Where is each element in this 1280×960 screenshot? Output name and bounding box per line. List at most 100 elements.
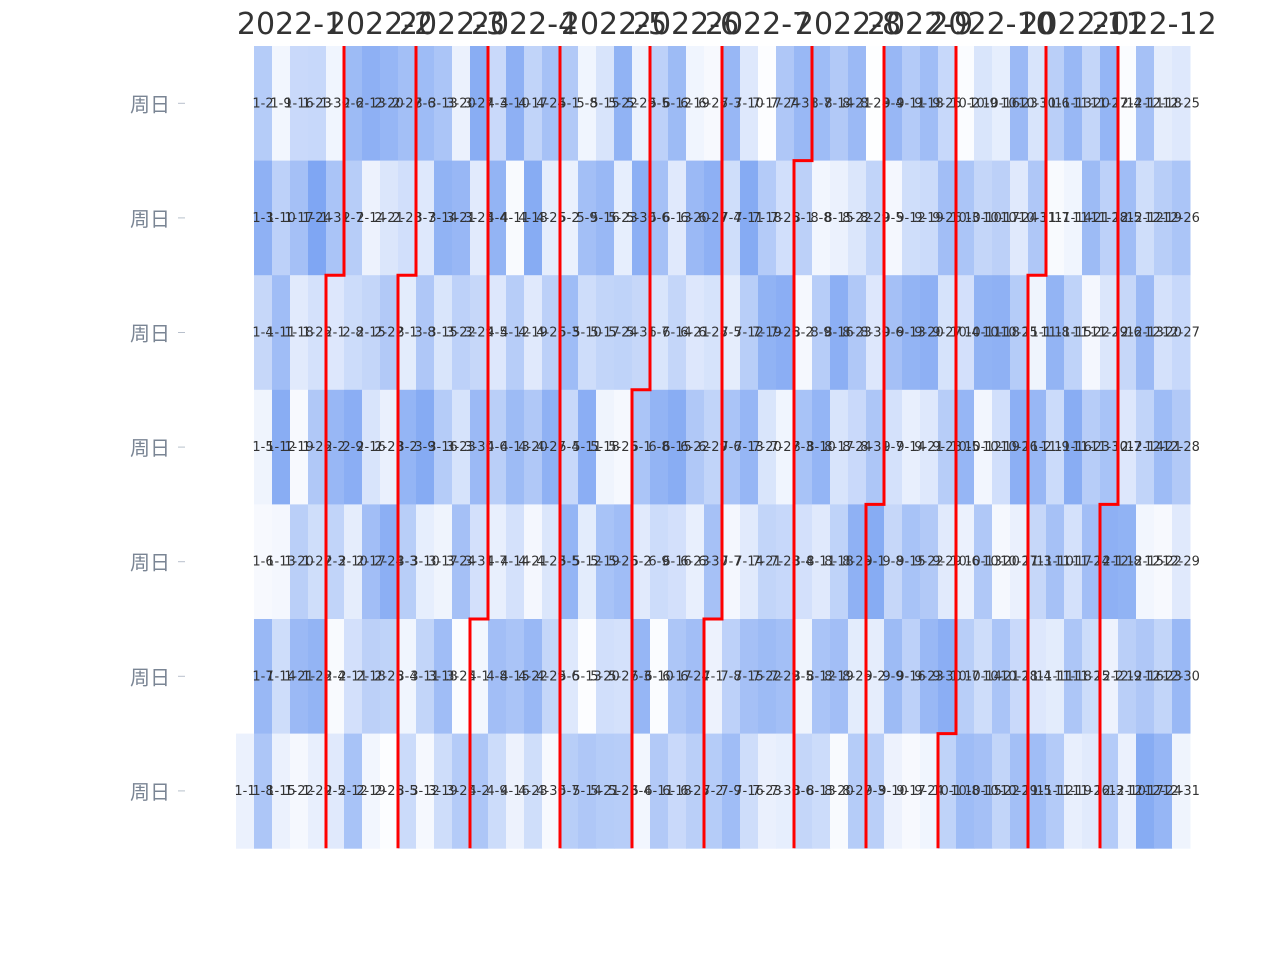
heatmap-cell — [1154, 619, 1173, 735]
month-label: 2022-3 — [399, 7, 505, 42]
heatmap-cell — [488, 504, 507, 620]
heatmap-cell — [776, 504, 795, 620]
cell-date-label: 4-12 — [500, 326, 530, 341]
cell-date-label: 5-1 — [558, 96, 579, 111]
heatmap-cell — [470, 389, 489, 505]
month-boundary-line — [792, 46, 814, 849]
heatmap-cell — [1172, 504, 1191, 620]
cell-date-label: 5-17 — [590, 326, 620, 341]
heatmap-cell — [668, 46, 687, 162]
cell-date-label: 1-28 — [302, 669, 332, 684]
heatmap-cell — [1028, 733, 1047, 849]
heatmap-cell — [470, 160, 489, 276]
cell-date-label: 6-17 — [662, 669, 692, 684]
heatmap-cell — [758, 733, 777, 849]
cell-date-label: 5-24 — [608, 326, 638, 341]
heatmap-cell — [380, 619, 399, 735]
cell-date-label: 4-25 — [536, 211, 566, 226]
heatmap-cell — [668, 733, 687, 849]
heatmap-cell — [650, 504, 669, 620]
heatmap-cell — [866, 504, 885, 620]
heatmap-cell — [812, 619, 831, 735]
heatmap-cell — [722, 46, 741, 162]
heatmap-cell — [1082, 733, 1101, 849]
month-label: 2022-5 — [561, 7, 667, 42]
heatmap-cell — [434, 275, 453, 391]
cell-date-label: 8-27 — [842, 784, 872, 799]
cell-date-label: 7-1 — [702, 669, 723, 684]
heatmap-cell — [452, 619, 471, 735]
cell-date-label: 2-5 — [324, 784, 345, 799]
heatmap-cell — [524, 160, 543, 276]
cell-date-label: 6-23 — [680, 555, 710, 570]
cell-date-label: 9-27 — [932, 326, 962, 341]
cell-date-label: 5-13 — [572, 669, 602, 684]
cell-date-label: 12-25 — [1162, 96, 1200, 111]
cell-date-label: 10-16 — [982, 96, 1020, 111]
cell-date-label: 9-13 — [896, 326, 926, 341]
cell-date-label: 6-29 — [698, 440, 728, 455]
heatmap-cell — [812, 160, 831, 276]
heatmap-cell — [1118, 46, 1137, 162]
cell-date-label: 1-12 — [266, 440, 296, 455]
heatmap-cell — [362, 733, 381, 849]
cell-date-label: 1-9 — [270, 96, 291, 111]
cell-date-label: 12-11 — [1126, 96, 1164, 111]
heatmap-cell — [326, 275, 345, 391]
heatmap-cell — [542, 504, 561, 620]
cell-date-label: 8-30 — [860, 326, 890, 341]
cell-date-label: 8-24 — [842, 440, 872, 455]
heatmap-cell — [506, 733, 525, 849]
cell-date-label: 12-1 — [1094, 555, 1124, 570]
cell-date-label: 9-10 — [878, 784, 908, 799]
heatmap-cell — [470, 619, 489, 735]
heatmap-cell — [668, 275, 687, 391]
heatmap-cell — [830, 275, 849, 391]
heatmap-cell — [1010, 733, 1029, 849]
heatmap-cell — [938, 275, 957, 391]
heatmap-cell — [704, 619, 723, 735]
heatmap-cell — [542, 733, 561, 849]
month-boundary-line — [396, 46, 418, 849]
heatmap-cell — [704, 389, 723, 505]
heatmap-cell — [614, 160, 633, 276]
heatmap-cell — [344, 160, 363, 276]
heatmap-cell — [974, 160, 993, 276]
cell-date-label: 5-19 — [590, 555, 620, 570]
cell-date-label: 5-25 — [608, 440, 638, 455]
cell-date-label: 1-25 — [302, 326, 332, 341]
heatmap-cell — [920, 733, 939, 849]
cell-date-label: 7-4 — [720, 211, 741, 226]
cell-date-label: 5-8 — [576, 96, 597, 111]
heatmap-cell — [380, 160, 399, 276]
heatmap-cell — [740, 504, 759, 620]
cell-date-label: 5-18 — [590, 440, 620, 455]
heatmap-cell — [596, 275, 615, 391]
cell-date-label: 10-17 — [982, 211, 1020, 226]
heatmap-cell — [758, 389, 777, 505]
cell-date-label: 1-7 — [252, 669, 273, 684]
cell-date-label: 1-18 — [284, 326, 314, 341]
cell-date-label: 12-12 — [1126, 211, 1164, 226]
heatmap-cell — [848, 504, 867, 620]
heatmap-cell — [488, 733, 507, 849]
cell-date-label: 10-12 — [964, 440, 1002, 455]
heatmap-cell — [488, 275, 507, 391]
heatmap-cell — [1154, 275, 1173, 391]
heatmap-cell — [326, 160, 345, 276]
cell-date-label: 10-3 — [950, 211, 980, 226]
heatmap-cell — [1172, 389, 1191, 505]
day-label: 周日 — [130, 322, 170, 346]
heatmap-cell — [686, 619, 705, 735]
cell-date-label: 1-30 — [320, 96, 350, 111]
heatmap-cell — [380, 733, 399, 849]
cell-date-label: 8-3 — [792, 440, 813, 455]
cell-date-label: 10-18 — [982, 326, 1020, 341]
heatmap-cell — [614, 619, 633, 735]
heatmap-cell — [416, 275, 435, 391]
month-label: 2022-11 — [1019, 7, 1144, 42]
heatmap-cell — [524, 504, 543, 620]
heatmap-cell — [362, 46, 381, 162]
heatmap-cell — [1028, 389, 1047, 505]
cell-date-label: 1-24 — [302, 211, 332, 226]
